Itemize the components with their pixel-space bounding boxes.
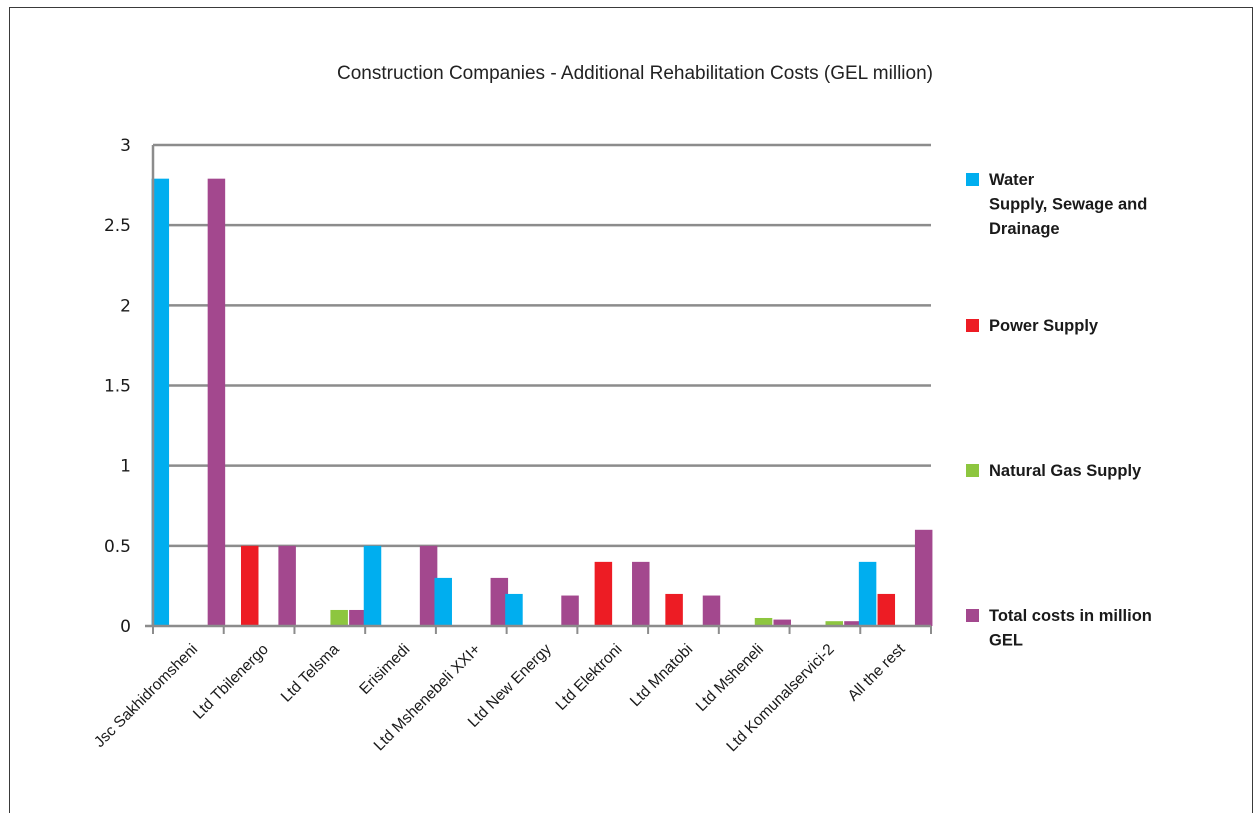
legend-label: Power Supply (989, 317, 1099, 335)
x-category-label: Ltd Elektroni (553, 641, 626, 714)
y-tick-label: 0.5 (104, 537, 131, 557)
bars (151, 178, 933, 627)
bar-all-the-rest-power-supply (877, 593, 896, 626)
legend-label: Drainage (989, 220, 1060, 238)
legend-swatch (966, 173, 979, 186)
bar-ltd-komunalservici-2-total-costs-in-million-gel (844, 621, 862, 626)
bar-ltd-mnatobi-power-supply (665, 593, 683, 626)
x-category-label: All the rest (845, 640, 909, 704)
y-tick-label: 0 (120, 617, 131, 637)
y-tick-label: 2 (120, 296, 131, 316)
x-category-label: Ltd Msheneli (693, 641, 767, 715)
bar-jsc-sakhidromsheni-total-costs-in-million-gel (207, 178, 226, 627)
bar-ltd-telsma-natural-gas-supply (330, 609, 348, 626)
legend-swatch (966, 609, 979, 622)
axes (145, 145, 932, 634)
bar-ltd-elektroni-total-costs-in-million-gel (632, 561, 650, 626)
legend: Water Supply, Sewage and Drainage Power Sup… (966, 171, 1152, 650)
y-tick-label: 3 (120, 136, 131, 156)
bar-ltd-new-energy-water-supply-sewage-and-drainage (505, 593, 523, 626)
bar-ltd-mshenebeli-xxi-water-supply-sewage-and-drainage (434, 577, 452, 626)
y-tick-label: 1.5 (104, 377, 131, 397)
x-category-label: Ltd Telsma (278, 641, 343, 706)
legend-swatch (966, 319, 979, 332)
legend-label: GEL (989, 632, 1023, 650)
bar-erisimedi-water-supply-sewage-and-drainage (363, 545, 382, 626)
y-tick-label: 1 (120, 457, 131, 477)
bar-ltd-msheneli-natural-gas-supply (754, 617, 773, 626)
y-tick-labels: 0 0.5 1 1.5 2 2.5 3 (104, 136, 131, 637)
gridlines (153, 143, 931, 548)
chart-frame: Construction Companies - Additional Reha… (9, 7, 1253, 813)
bar-ltd-elektroni-power-supply (594, 561, 613, 626)
legend-label: Water (989, 171, 1035, 189)
x-category-label: Ltd Tbilenergo (190, 641, 272, 723)
bar-ltd-telsma-total-costs-in-million-gel (349, 609, 367, 626)
y-tick-label: 2.5 (104, 216, 131, 236)
x-category-label: Erisimedi (356, 641, 413, 698)
bar-ltd-tbilenergo-power-supply (240, 545, 259, 626)
bar-ltd-tbilenergo-total-costs-in-million-gel (278, 545, 296, 626)
bar-ltd-mnatobi-total-costs-in-million-gel (702, 595, 721, 626)
legend-label: Total costs in million (989, 607, 1152, 625)
legend-label: Natural Gas Supply (989, 462, 1142, 480)
x-category-label: Ltd Mnatobi (627, 641, 696, 710)
bar-all-the-rest-water-supply-sewage-and-drainage (858, 561, 877, 626)
bar-jsc-sakhidromsheni-water-supply-sewage-and-drainage (151, 178, 170, 627)
legend-swatch (966, 464, 979, 477)
legend-label: Supply, Sewage and (989, 196, 1147, 214)
bar-all-the-rest-total-costs-in-million-gel (914, 529, 933, 626)
bar-ltd-msheneli-total-costs-in-million-gel (773, 619, 791, 626)
chart-title: Construction Companies - Additional Reha… (337, 63, 933, 84)
bar-erisimedi-total-costs-in-million-gel (419, 545, 438, 626)
bar-chart: Construction Companies - Additional Reha… (91, 63, 1152, 755)
bar-ltd-mshenebeli-xxi-total-costs-in-million-gel (490, 577, 509, 626)
bar-ltd-new-energy-total-costs-in-million-gel (561, 595, 579, 626)
bar-ltd-komunalservici-2-natural-gas-supply (825, 621, 844, 626)
x-category-label: Jsc Sakhidromsheni (91, 641, 201, 751)
